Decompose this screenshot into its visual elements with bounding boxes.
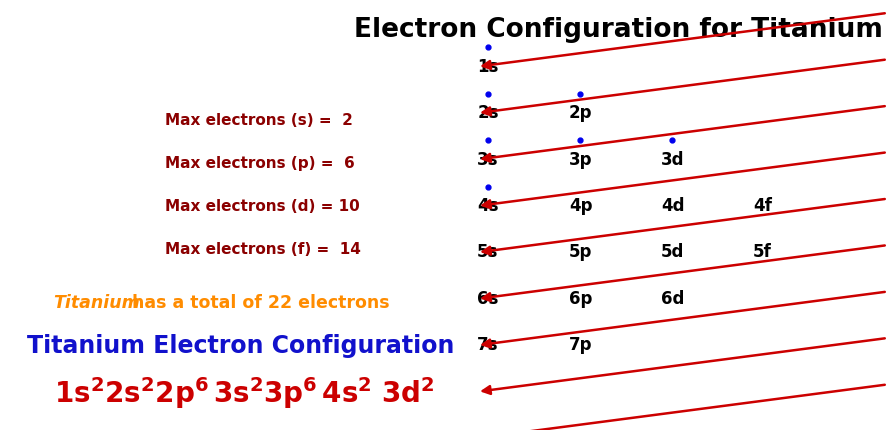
Text: 4s: 4s bbox=[477, 197, 499, 215]
Text: 5s: 5s bbox=[477, 243, 499, 261]
Text: $\mathbf{1s^22s^22p^6\!\ 3s^23p^6\!\ 4s^2\ 3d^2}$: $\mathbf{1s^22s^22p^6\!\ 3s^23p^6\!\ 4s^… bbox=[54, 375, 434, 412]
Text: Max electrons (s) =  2: Max electrons (s) = 2 bbox=[165, 113, 353, 128]
Text: 6p: 6p bbox=[569, 290, 592, 308]
Text: Max electrons (p) =  6: Max electrons (p) = 6 bbox=[165, 156, 355, 171]
Text: 6d: 6d bbox=[661, 290, 684, 308]
Text: 3p: 3p bbox=[569, 150, 592, 169]
Text: Electron Configuration for Titanium: Electron Configuration for Titanium bbox=[354, 17, 883, 43]
Text: 2p: 2p bbox=[569, 104, 592, 122]
Text: 4p: 4p bbox=[569, 197, 592, 215]
Text: 3s: 3s bbox=[477, 150, 499, 169]
Text: Max electrons (f) =  14: Max electrons (f) = 14 bbox=[165, 242, 361, 257]
Text: 4f: 4f bbox=[753, 197, 772, 215]
Text: Titanium Electron Configuration: Titanium Electron Configuration bbox=[27, 334, 454, 358]
Text: has a total of 22 electrons: has a total of 22 electrons bbox=[126, 294, 390, 312]
Text: 6s: 6s bbox=[477, 290, 499, 308]
Text: Titanium: Titanium bbox=[54, 294, 140, 312]
Text: Max electrons (d) = 10: Max electrons (d) = 10 bbox=[165, 199, 359, 214]
Text: 7s: 7s bbox=[477, 336, 499, 354]
Text: 4d: 4d bbox=[661, 197, 684, 215]
Text: 5f: 5f bbox=[753, 243, 772, 261]
Text: 5d: 5d bbox=[661, 243, 684, 261]
Text: 1s: 1s bbox=[477, 58, 499, 76]
Text: 3d: 3d bbox=[661, 150, 684, 169]
Text: 2s: 2s bbox=[477, 104, 499, 122]
Text: 7p: 7p bbox=[569, 336, 592, 354]
Text: 5p: 5p bbox=[569, 243, 592, 261]
